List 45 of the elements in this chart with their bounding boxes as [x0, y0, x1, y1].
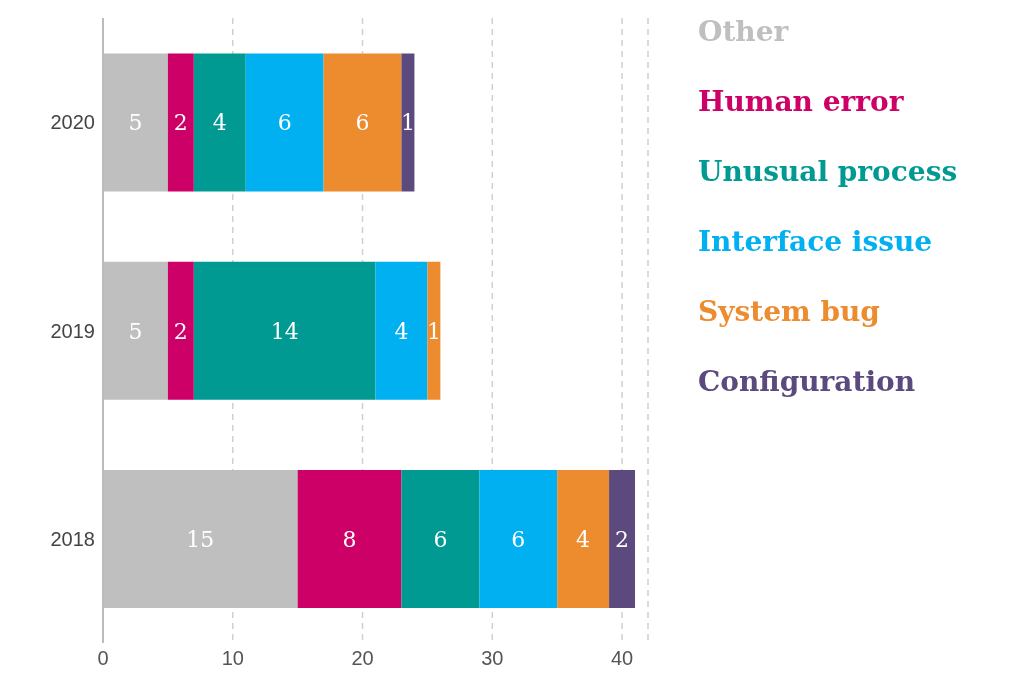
text: Other: [698, 14, 790, 50]
data-label: 4: [212, 110, 227, 136]
bar: [375, 261, 428, 400]
data-label: 14: [270, 318, 299, 344]
data-label: 2: [615, 526, 630, 552]
bar: [193, 53, 246, 192]
text: Human error: [698, 84, 905, 120]
data-label: 6: [277, 110, 292, 136]
data-label: 6: [511, 526, 526, 552]
data-label: 2: [173, 318, 188, 344]
data-label: 8: [342, 526, 357, 552]
bar: [167, 261, 194, 400]
data-label: 5: [128, 318, 143, 344]
bar: [323, 53, 402, 192]
data-label: 6: [355, 110, 370, 136]
bar: [401, 53, 415, 192]
data-label: 1: [426, 318, 441, 344]
bar: [193, 261, 376, 400]
x-tick-label: 20: [351, 647, 374, 670]
text: System bug: [698, 294, 881, 330]
data-label: 1: [400, 110, 415, 136]
x-tick-label: 0: [97, 647, 109, 670]
bar: [479, 470, 558, 609]
bar: [167, 53, 194, 192]
data-label: 15: [186, 526, 215, 552]
bar: [297, 470, 402, 609]
x-tick-label: 10: [221, 647, 244, 670]
bar: [401, 470, 480, 609]
y-tick-label: 2020: [50, 111, 95, 134]
text: Interface issue: [698, 224, 934, 260]
data-label: 4: [576, 526, 591, 552]
x-tick-label: 30: [481, 647, 504, 670]
text: Configuration: [698, 364, 917, 400]
text: Unusual process: [698, 154, 958, 190]
bar: [557, 470, 610, 609]
bar: [609, 470, 636, 609]
data-label: 5: [128, 110, 143, 136]
y-tick-label: 2019: [50, 319, 95, 342]
bar: [245, 53, 324, 192]
y-tick-label: 2018: [50, 527, 95, 550]
data-label: 4: [394, 318, 409, 344]
data-label: 2: [173, 110, 188, 136]
data-label: 6: [433, 526, 448, 552]
bar: [427, 261, 441, 400]
x-tick-label: 40: [610, 647, 634, 670]
